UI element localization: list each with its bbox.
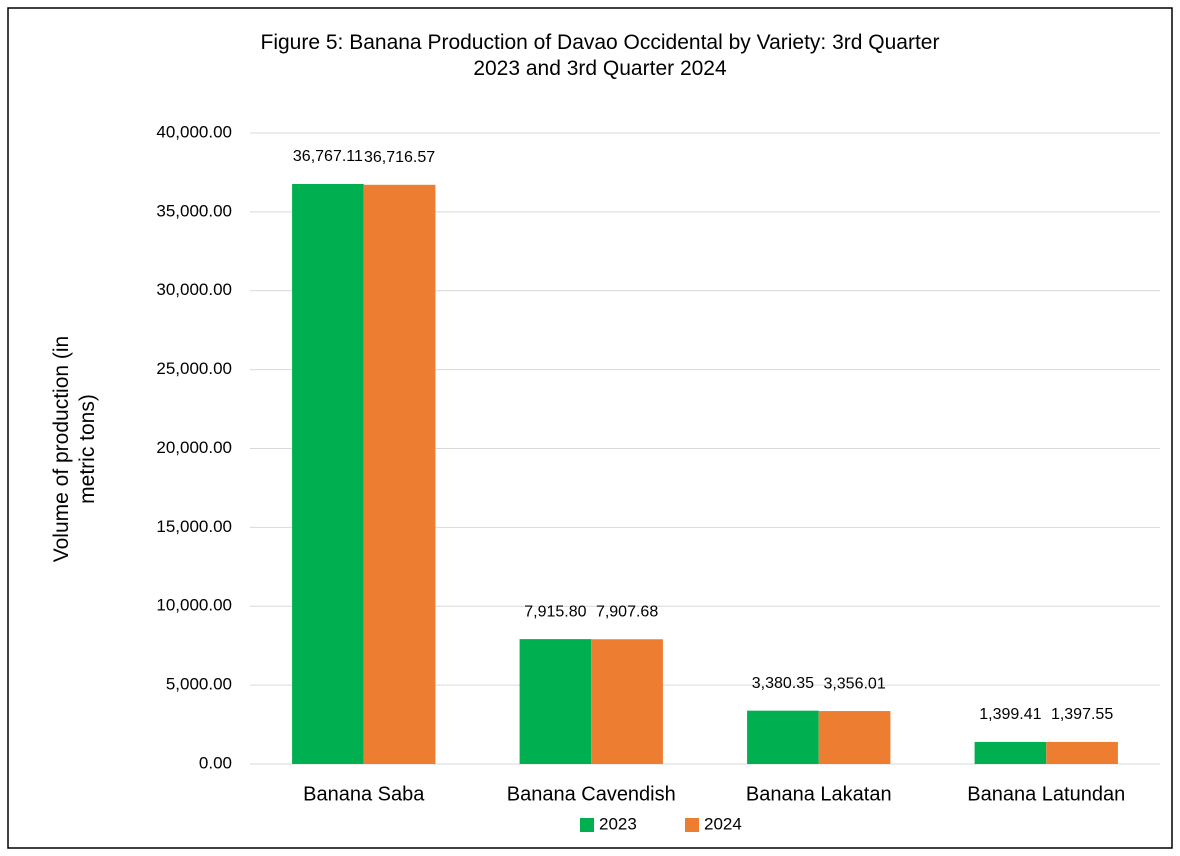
legend-label: 2024 <box>704 814 742 833</box>
x-tick-label: Banana Latundan <box>967 783 1125 805</box>
y-tick-label: 30,000.00 <box>156 280 232 299</box>
bar <box>818 711 891 764</box>
bar <box>591 639 663 764</box>
legend-swatch <box>580 818 594 832</box>
value-label: 1,399.41 <box>979 706 1041 723</box>
value-label: 7,907.68 <box>596 603 658 620</box>
chart-border <box>7 7 1173 849</box>
value-label: 7,915.80 <box>524 603 586 620</box>
legend-swatch <box>685 818 699 832</box>
y-tick-label: 5,000.00 <box>166 675 232 694</box>
x-tick-label: Banana Lakatan <box>746 783 892 805</box>
chart-title: Figure 5: Banana Production of Davao Occ… <box>260 31 940 80</box>
y-tick-label: 15,000.00 <box>156 517 232 536</box>
y-tick-label: 10,000.00 <box>156 596 232 615</box>
y-tick-label: 35,000.00 <box>156 201 232 220</box>
x-tick-label: Banana Saba <box>303 783 425 805</box>
value-label: 3,356.01 <box>823 675 885 692</box>
x-tick-label: Banana Cavendish <box>507 783 676 805</box>
bar <box>1046 741 1118 764</box>
value-label: 36,716.57 <box>364 149 435 166</box>
bar <box>519 639 592 764</box>
value-label: 3,380.35 <box>752 675 814 692</box>
y-tick-label: 25,000.00 <box>156 359 232 378</box>
y-tick-label: 20,000.00 <box>156 438 232 457</box>
bar <box>974 741 1047 764</box>
bar <box>363 184 436 764</box>
legend-label: 2023 <box>599 814 637 833</box>
y-axis-label: Volume of production (in metric tons) <box>50 335 99 563</box>
bar <box>292 183 364 764</box>
y-tick-label: 0.00 <box>199 753 232 772</box>
value-label: 36,767.11 <box>293 148 363 165</box>
value-label: 1,397.55 <box>1051 706 1113 723</box>
bar <box>747 710 819 764</box>
y-tick-label: 40,000.00 <box>156 122 232 141</box>
